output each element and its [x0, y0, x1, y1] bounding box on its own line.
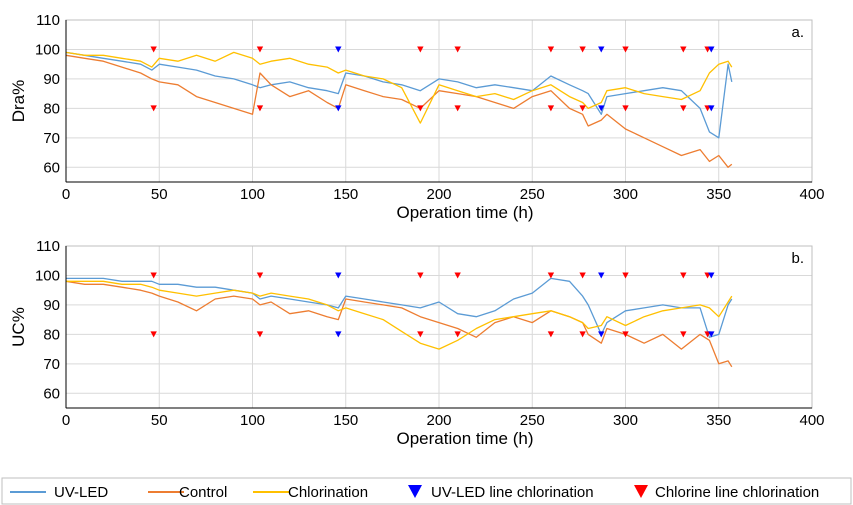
- y-tick-label: 100: [35, 267, 60, 284]
- x-tick-label: 150: [333, 412, 358, 429]
- chlorine-line-chlorination-marker: [579, 46, 586, 53]
- panel-label: a.: [791, 24, 804, 41]
- series-line-control: [65, 54, 733, 168]
- legend: UV-LED Control Chlorination UV-LED line chl…: [1, 477, 852, 505]
- y-tick-label: 70: [43, 356, 60, 373]
- chlorine-line-chlorination-marker: [150, 46, 157, 53]
- uvled-line-chlorination-marker: [598, 46, 605, 53]
- chlorine-line-chlorination-marker: [579, 105, 586, 112]
- x-tick-label: 200: [426, 186, 451, 203]
- chlorine-line-chlorination-marker: [256, 331, 264, 338]
- chlorine-line-chlorination-marker: [454, 272, 461, 279]
- series-line-control: [65, 280, 733, 368]
- x-tick-label: 250: [520, 412, 545, 429]
- series-line-uv-led: [65, 51, 733, 139]
- uvled-line-chlorination-marker: [598, 105, 605, 112]
- chlorine-line-chlorination-marker: [680, 331, 687, 338]
- y-tick-label: 90: [43, 71, 60, 88]
- chlorine-line-chlorination-marker: [150, 105, 157, 112]
- chlorine-line-chlorination-marker: [454, 105, 461, 112]
- x-tick-label: 300: [613, 412, 638, 429]
- chlorine-line-chlorination-marker: [680, 105, 687, 112]
- uvled-line-chlorination-marker: [335, 331, 342, 338]
- x-tick-label: 150: [333, 186, 358, 203]
- x-tick-label: 100: [240, 412, 265, 429]
- chlorine-line-chlorination-marker: [454, 46, 461, 53]
- legend-label: UV-LED: [54, 484, 108, 501]
- x-tick-label: 350: [706, 186, 731, 203]
- chlorine-line-chlorination-marker: [622, 105, 629, 112]
- legend-label: Control: [179, 484, 227, 501]
- y-tick-label: 60: [43, 385, 60, 402]
- chlorine-line-chlorination-marker: [622, 46, 629, 53]
- chlorine-line-chlorination-marker: [547, 331, 555, 338]
- series-line-chlorination: [65, 51, 733, 124]
- uvled-line-chlorination-marker: [708, 105, 715, 112]
- x-tick-label: 0: [62, 412, 70, 429]
- chlorine-line-chlorination-marker: [417, 272, 424, 279]
- y-tick-label: 80: [43, 326, 60, 343]
- uvled-line-chlorination-marker: [335, 272, 342, 279]
- y-axis-label: Dra%: [9, 80, 28, 123]
- y-tick-label: 90: [43, 297, 60, 314]
- chlorine-line-chlorination-marker: [256, 272, 264, 279]
- x-axis-label: Operation time (h): [397, 429, 534, 448]
- x-tick-label: 350: [706, 412, 731, 429]
- x-tick-label: 100: [240, 186, 265, 203]
- x-tick-label: 0: [62, 186, 70, 203]
- legend-label: Chlorine line chlorination: [655, 484, 819, 501]
- chlorine-line-chlorination-marker: [547, 105, 555, 112]
- uvled-line-chlorination-marker: [335, 105, 342, 112]
- uvled-line-chlorination-marker: [708, 272, 715, 279]
- chart-panel-a: 0 50 100 150 200 250 300 350 400 60 70 80 90 100 110 Op…: [9, 12, 825, 222]
- x-tick-label: 250: [520, 186, 545, 203]
- chlorine-line-chlorination-marker: [256, 46, 264, 53]
- chlorine-line-chlorination-marker: [417, 331, 424, 338]
- uvled-line-chlorination-marker: [335, 46, 342, 53]
- chlorine-line-chlorination-marker: [680, 46, 687, 53]
- chlorine-line-chlorination-marker: [547, 46, 555, 53]
- chlorine-line-chlorination-marker: [454, 331, 461, 338]
- y-tick-label: 110: [36, 238, 60, 255]
- x-tick-label: 200: [426, 412, 451, 429]
- y-tick-label: 70: [43, 130, 60, 147]
- legend-label: UV-LED line chlorination: [431, 484, 594, 501]
- y-axis-label: UC%: [9, 307, 28, 347]
- legend-box: [1, 477, 852, 505]
- chlorine-line-chlorination-marker: [547, 272, 555, 279]
- x-tick-label: 400: [799, 186, 824, 203]
- x-tick-label: 50: [151, 186, 168, 203]
- chlorine-line-chlorination-marker: [622, 331, 629, 338]
- x-tick-label: 400: [799, 412, 824, 429]
- chart-panel-b: 0 50 100 150 200 250 300 350 400 60 70 80 90 100 110 Op…: [9, 238, 825, 448]
- chlorine-line-chlorination-marker: [417, 105, 424, 112]
- chlorine-line-chlorination-marker: [256, 105, 264, 112]
- uvled-line-chlorination-marker: [708, 46, 715, 53]
- y-tick-label: 80: [43, 100, 60, 117]
- chlorine-line-chlorination-marker: [417, 46, 424, 53]
- chlorine-line-chlorination-marker: [680, 272, 687, 279]
- chlorine-line-chlorination-marker: [579, 331, 586, 338]
- legend-triangle-icon: [634, 485, 648, 498]
- uvled-line-chlorination-marker: [708, 331, 715, 338]
- chlorine-line-chlorination-marker: [622, 272, 629, 279]
- y-tick-label: 110: [36, 12, 60, 29]
- y-tick-label: 100: [35, 41, 60, 58]
- series-line-chlorination: [66, 280, 733, 350]
- series-line-uv-led: [66, 277, 733, 338]
- chlorine-line-chlorination-marker: [150, 272, 157, 279]
- x-axis-label: Operation time (h): [397, 203, 534, 222]
- legend-label: Chlorination: [288, 484, 368, 501]
- panel-label: b.: [791, 250, 804, 267]
- y-tick-label: 60: [43, 159, 60, 176]
- legend-triangle-icon: [408, 485, 422, 498]
- x-tick-label: 300: [613, 186, 638, 203]
- chlorine-line-chlorination-marker: [579, 272, 586, 279]
- uvled-line-chlorination-marker: [598, 272, 605, 279]
- chlorine-line-chlorination-marker: [150, 331, 157, 338]
- uvled-line-chlorination-marker: [598, 331, 605, 338]
- x-tick-label: 50: [151, 412, 168, 429]
